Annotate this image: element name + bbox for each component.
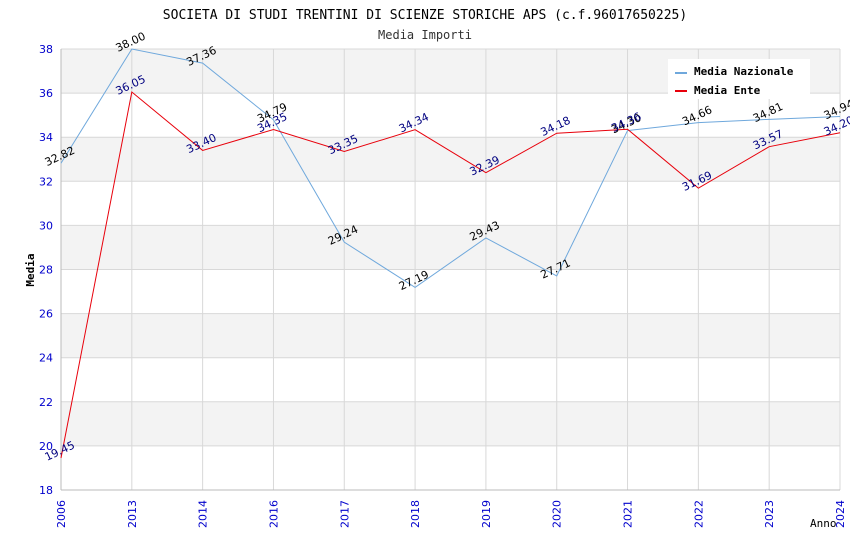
data-label: 27.19 (397, 268, 431, 293)
x-tick-label: 2017 (338, 500, 351, 528)
y-tick-label: 34 (39, 131, 53, 144)
y-tick-label: 18 (39, 484, 53, 497)
data-label: 34.18 (539, 114, 573, 139)
y-tick-label: 38 (39, 43, 53, 56)
legend-label-media-nazionale: Media Nazionale (694, 65, 794, 78)
x-tick-label: 2024 (834, 500, 847, 528)
data-label: 34.36 (609, 110, 643, 135)
y-tick-label: 22 (39, 396, 53, 409)
legend-label-media-ente: Media Ente (694, 84, 761, 97)
legend: Media Nazionale Media Ente (668, 59, 810, 99)
y-tick-label: 26 (39, 308, 53, 321)
y-tick-label: 30 (39, 219, 53, 232)
x-tick-label: 2023 (763, 500, 776, 528)
series-lines (60, 48, 841, 459)
y-tick-label: 36 (39, 87, 53, 100)
x-tick-label: 2022 (692, 500, 705, 528)
y-tick-label: 24 (39, 352, 53, 365)
x-axis-label: Anno (810, 517, 837, 530)
plot-band (61, 313, 840, 358)
x-tick-label: 2014 (197, 500, 210, 528)
legend-box (668, 59, 810, 99)
x-tick-label: 2006 (55, 500, 68, 528)
y-tick-label: 20 (39, 440, 53, 453)
series-line-media-nazionale (60, 48, 841, 288)
y-tick-label: 32 (39, 175, 53, 188)
plot-background-bands (61, 49, 840, 446)
plot-band (61, 137, 840, 182)
x-tick-label: 2018 (409, 500, 422, 528)
x-tick-label: 2013 (126, 500, 139, 528)
data-label: 34.34 (397, 110, 431, 135)
series-line-media-ente (60, 91, 841, 459)
chart-title: SOCIETA DI STUDI TRENTINI DI SCIENZE STO… (163, 8, 687, 23)
x-tick-label: 2021 (622, 500, 635, 528)
plot-band (61, 401, 840, 446)
data-label: 34.66 (680, 103, 714, 128)
data-label: 34.81 (751, 100, 785, 125)
y-tick-label: 28 (39, 264, 53, 277)
x-tick-label: 2020 (551, 500, 564, 528)
x-tick-label: 2016 (267, 500, 280, 528)
x-tick-label: 2019 (480, 500, 493, 528)
y-axis-label: Media (24, 253, 37, 286)
chart-subtitle: Media Importi (378, 28, 472, 42)
